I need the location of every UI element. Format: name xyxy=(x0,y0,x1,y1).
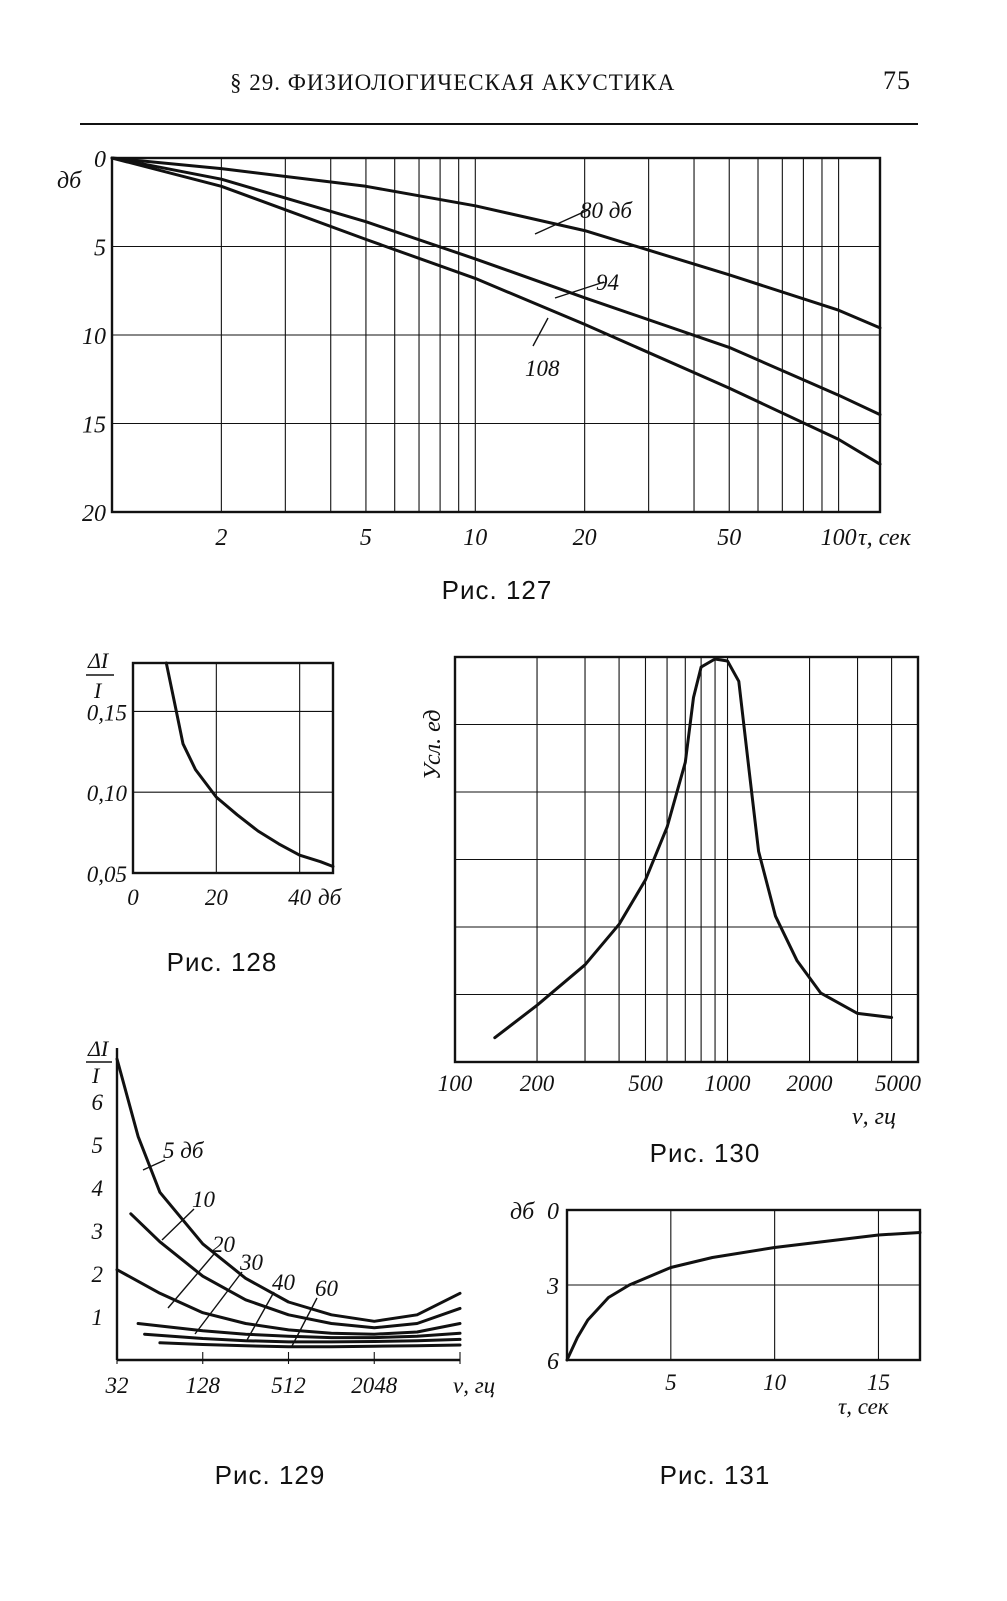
y-tick-label: 20 xyxy=(82,501,106,527)
x-tick-label: 0 xyxy=(127,885,139,910)
header-rule xyxy=(80,123,918,125)
y-axis-label-top: ΔI xyxy=(87,1036,110,1061)
y-tick-label: 5 xyxy=(94,236,106,262)
y-axis-label-bottom: I xyxy=(91,1063,101,1088)
y-tick-label: 4 xyxy=(92,1176,104,1201)
x-tick-label: 50 xyxy=(717,525,741,551)
series-label: 94 xyxy=(596,270,619,295)
y-axis-label: Усл. ед xyxy=(420,710,446,780)
series-line-2 xyxy=(129,1212,462,1330)
series-line-2 xyxy=(110,156,882,417)
x-tick-label: 2000 xyxy=(787,1071,834,1096)
series-line xyxy=(565,1231,922,1362)
y-tick-label: 2 xyxy=(92,1262,104,1287)
y-tick-label: 15 xyxy=(82,413,106,439)
series-line xyxy=(164,661,335,868)
x-tick-label: 20 xyxy=(573,525,597,551)
series-leader xyxy=(142,1159,166,1171)
series-line-1 xyxy=(115,1057,462,1323)
series-label: 108 xyxy=(525,356,560,381)
x-tick-label: 100 xyxy=(438,1071,473,1096)
series-line-6 xyxy=(158,1341,462,1349)
series-label: 20 xyxy=(212,1232,236,1257)
plot-frame xyxy=(131,661,335,875)
caption-fig130: Рис. 130 xyxy=(649,1138,761,1168)
y-tick-label: 6 xyxy=(547,1349,559,1375)
y-tick-label: 1 xyxy=(92,1305,104,1330)
series-label: 10 xyxy=(192,1187,216,1212)
series-line-5 xyxy=(143,1332,462,1344)
x-tick-label: 10 xyxy=(763,1370,787,1395)
series-leader xyxy=(161,1208,195,1241)
x-tick-label: 2 xyxy=(215,525,227,551)
x-tick-label: 5 xyxy=(360,525,372,551)
series-line-1 xyxy=(110,156,882,330)
x-tick-label: 100 xyxy=(821,525,857,551)
x-tick-label: 128 xyxy=(186,1373,221,1398)
x-tick-label: 512 xyxy=(271,1373,306,1398)
caption-fig127: Рис. 127 xyxy=(441,575,553,605)
x-tick-label: 40 xyxy=(288,885,312,910)
x-axis-label: ν, гц xyxy=(852,1104,896,1130)
y-tick-label: 0,15 xyxy=(87,700,127,725)
y-tick-label: 0,05 xyxy=(87,862,127,887)
x-tick-label: 20 xyxy=(205,885,229,910)
series-leader xyxy=(554,281,605,299)
y-tick-label: 3 xyxy=(546,1274,559,1300)
x-tick-label: 5000 xyxy=(875,1071,922,1096)
series-label: 80 дб xyxy=(580,198,633,223)
x-axis-label: τ, сек xyxy=(838,1394,889,1419)
x-tick-label: 1000 xyxy=(705,1071,752,1096)
y-tick-label: 0 xyxy=(94,147,106,173)
x-tick-label: 10 xyxy=(463,525,487,551)
x-axis-label: дб xyxy=(318,885,343,910)
series-line-4 xyxy=(136,1322,462,1340)
x-tick-label: 200 xyxy=(520,1071,555,1096)
y-axis-label-top: ΔI xyxy=(87,648,110,673)
series-leader xyxy=(194,1271,243,1335)
series-leader xyxy=(291,1297,318,1347)
caption-fig131: Рис. 131 xyxy=(659,1460,771,1490)
y-tick-label: 10 xyxy=(82,324,106,350)
plot-frame xyxy=(110,156,882,514)
caption-fig128: Рис. 128 xyxy=(166,947,278,977)
series-leader xyxy=(167,1253,215,1309)
y-axis-label: дб xyxy=(57,168,82,194)
caption-fig129: Рис. 129 xyxy=(214,1460,326,1490)
running-header: § 29. ФИЗИОЛОГИЧЕСКАЯ АКУСТИКА xyxy=(230,70,676,95)
x-tick-label: 15 xyxy=(867,1370,890,1395)
y-tick-label: 5 xyxy=(92,1133,104,1158)
y-tick-label: 0 xyxy=(547,1199,559,1225)
series-line-3 xyxy=(110,156,882,466)
series-leader xyxy=(532,317,549,347)
series-label: 40 xyxy=(272,1270,296,1295)
x-tick-label: 32 xyxy=(105,1373,129,1398)
y-tick-label: 0,10 xyxy=(87,781,128,806)
plot-frame xyxy=(453,655,920,1064)
x-axis-label: ν, гц xyxy=(453,1373,495,1398)
series-leader xyxy=(246,1291,275,1341)
y-axis-label-bottom: I xyxy=(93,678,103,703)
series-label: 60 xyxy=(315,1276,339,1301)
series-leader xyxy=(534,209,589,235)
x-tick-label: 500 xyxy=(628,1071,663,1096)
y-tick-label: 6 xyxy=(92,1090,104,1115)
series-label: 5 дб xyxy=(163,1138,205,1163)
x-tick-label: 5 xyxy=(665,1370,677,1395)
y-tick-label: 3 xyxy=(91,1219,104,1244)
y-axis-label: дб xyxy=(510,1199,535,1225)
plot-frame xyxy=(565,1208,922,1362)
series-line xyxy=(493,657,894,1040)
x-axis-label: τ, сек xyxy=(858,525,912,551)
series-label: 30 xyxy=(239,1250,264,1275)
page-number: 75 xyxy=(883,66,911,95)
x-tick-label: 2048 xyxy=(351,1373,398,1398)
